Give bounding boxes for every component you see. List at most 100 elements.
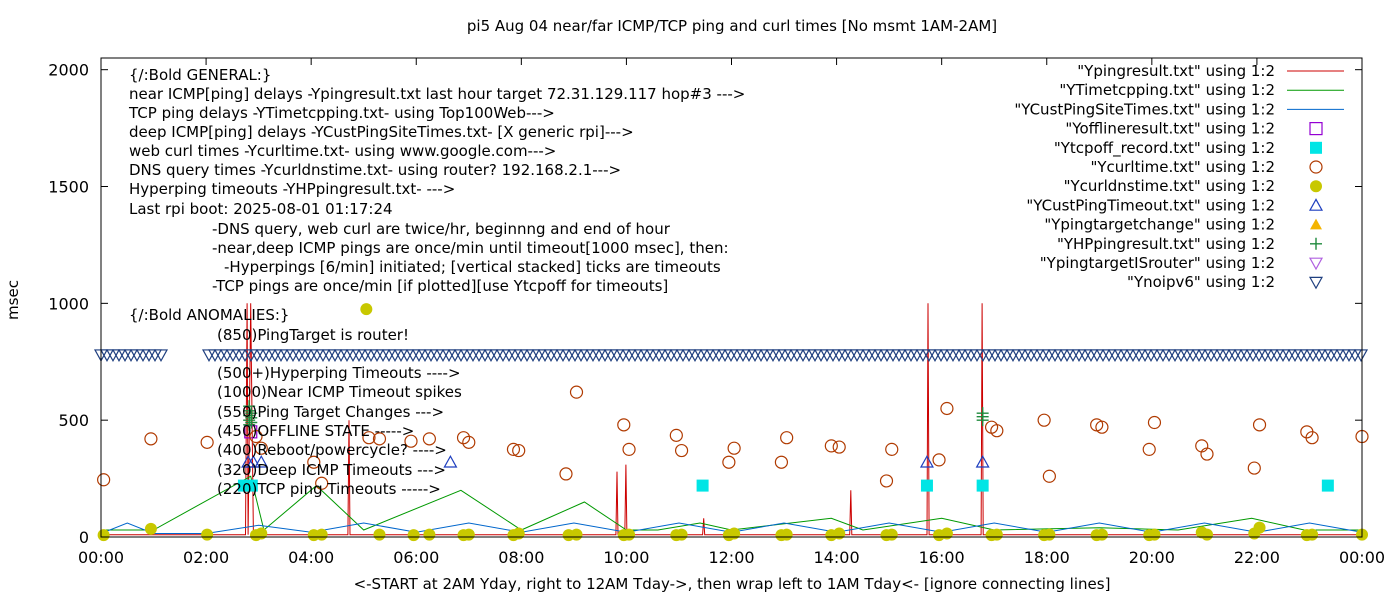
- legend-swatch: [1310, 218, 1322, 230]
- data-point: [141, 349, 157, 362]
- data-point: [225, 349, 241, 362]
- data-point: [801, 349, 817, 362]
- data-point: [201, 528, 214, 541]
- data-point: [591, 349, 607, 362]
- data-point: [825, 349, 841, 362]
- data-point: [1101, 349, 1117, 362]
- data-point: [447, 349, 463, 362]
- annotation-line: (450)OFFLINE STATE ----->: [217, 422, 414, 440]
- data-point: [1347, 349, 1363, 362]
- data-point: [1203, 349, 1219, 362]
- data-point: [456, 431, 471, 445]
- data-point: [774, 455, 789, 469]
- data-point: [1317, 349, 1333, 362]
- annotation-block: {/:Bold GENERAL:}near ICMP[ping] delays …: [128, 66, 745, 498]
- data-point: [213, 349, 229, 362]
- data-point: [1257, 349, 1273, 362]
- x-tick-label: 02:00: [183, 548, 229, 567]
- data-point: [1215, 349, 1231, 362]
- series-line: [101, 303, 1362, 536]
- annotation-line: (850)PingTarget is router!: [217, 326, 409, 344]
- data-point: [153, 349, 169, 362]
- series-11: [93, 349, 1369, 362]
- data-point: [144, 432, 158, 446]
- data-point: [307, 455, 321, 469]
- data-point: [315, 476, 329, 490]
- data-point: [405, 349, 421, 362]
- data-point: [885, 528, 898, 541]
- data-point: [111, 349, 127, 362]
- y-tick-label: 1000: [48, 294, 89, 313]
- x-axis-label: <-START at 2AM Yday, right to 12AM Tday-…: [354, 575, 1111, 593]
- legend-label: "Ypingtargetchange" using 1:2: [1044, 216, 1275, 234]
- data-point: [891, 349, 907, 362]
- data-point: [855, 349, 871, 362]
- data-point: [555, 349, 571, 362]
- data-point: [1149, 349, 1165, 362]
- data-point: [1071, 349, 1087, 362]
- data-point: [422, 432, 436, 446]
- data-point: [279, 349, 295, 362]
- annotation-line: (1000)Near ICMP Timeout spikes: [217, 383, 462, 401]
- data-point: [903, 349, 919, 362]
- y-tick-label: 1500: [48, 178, 89, 197]
- data-point: [1200, 447, 1214, 461]
- data-point: [927, 349, 943, 362]
- data-point: [435, 349, 451, 362]
- data-point: [129, 349, 145, 362]
- data-point: [963, 349, 979, 362]
- legend-label: "YCustPingTimeout.txt" using 1:2: [1026, 196, 1275, 214]
- data-point: [375, 349, 391, 362]
- data-point: [915, 349, 931, 362]
- data-point: [777, 349, 793, 362]
- data-point: [1221, 349, 1237, 362]
- x-tick-label: 20:00: [1129, 548, 1175, 567]
- data-point: [200, 435, 214, 449]
- data-point: [813, 349, 829, 362]
- annotation-line: DNS query times -Ycurldnstime.txt- using…: [129, 161, 621, 179]
- data-point: [1191, 349, 1207, 362]
- data-point: [147, 349, 163, 362]
- data-point: [837, 349, 853, 362]
- data-point: [1275, 349, 1291, 362]
- annotation-line: (550)Ping Target Changes --->: [217, 403, 444, 421]
- data-point: [885, 349, 901, 362]
- series-9: [243, 400, 989, 431]
- data-point: [333, 349, 349, 362]
- x-tick-label: 04:00: [288, 548, 334, 567]
- annotation-line: Hyperping timeouts -YHPpingresult.txt- -…: [129, 180, 455, 198]
- x-tick-label: 14:00: [814, 548, 860, 567]
- data-point: [976, 407, 989, 420]
- data-point: [219, 349, 235, 362]
- data-point: [423, 528, 436, 541]
- data-point: [795, 349, 811, 362]
- data-point: [1113, 349, 1129, 362]
- data-point: [831, 349, 847, 362]
- x-tick-label: 12:00: [708, 548, 754, 567]
- data-point: [246, 454, 261, 468]
- data-point: [465, 349, 481, 362]
- data-point: [615, 349, 631, 362]
- data-point: [1245, 349, 1261, 362]
- legend-label: "Ycurltime.txt" using 1:2: [1090, 158, 1275, 176]
- data-point: [843, 349, 859, 362]
- data-point: [1287, 349, 1303, 362]
- x-tick-label: 10:00: [603, 548, 649, 567]
- x-tick-label: 00:00: [78, 548, 124, 567]
- data-point: [1089, 349, 1105, 362]
- data-point: [621, 349, 637, 362]
- data-point: [559, 467, 573, 481]
- annotation-line: -TCP pings are once/min [if plotted][use…: [212, 277, 668, 295]
- data-point: [747, 349, 763, 362]
- data-point: [245, 479, 258, 492]
- data-point: [267, 349, 283, 362]
- legend-label: "Ynoipv6" using 1:2: [1127, 273, 1275, 291]
- data-point: [849, 349, 865, 362]
- data-point: [867, 349, 883, 362]
- data-point: [617, 418, 631, 432]
- legend-swatch: [1309, 121, 1323, 136]
- data-point: [909, 349, 925, 362]
- data-point: [1095, 420, 1109, 434]
- data-point: [453, 349, 469, 362]
